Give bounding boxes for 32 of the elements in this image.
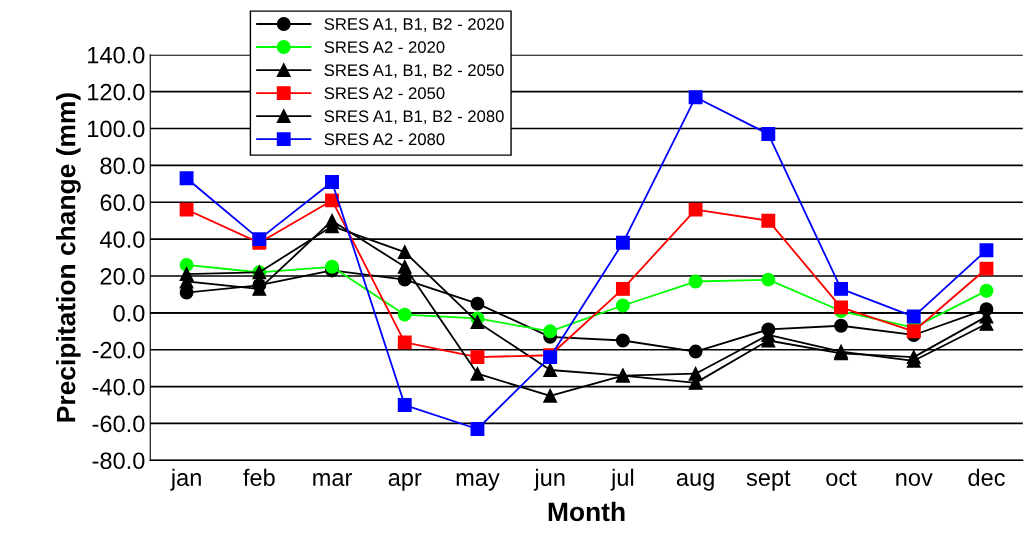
legend-label: SRES A2 - 2080 <box>324 133 445 146</box>
x-tick-label: may <box>456 473 500 491</box>
legend-label: SRES A2 - 2020 <box>324 41 445 54</box>
legend-label: SRES A2 - 2050 <box>324 87 445 100</box>
y-tick-label: 100.0 <box>88 120 145 138</box>
x-tick-label: apr <box>388 473 422 491</box>
x-tick-label: sept <box>746 470 791 491</box>
x-tick-label: aug <box>676 473 714 491</box>
x-tick-label: jun <box>533 468 565 491</box>
y-tick-label: 40.0 <box>99 231 145 248</box>
x-tick-label: dec <box>968 468 1005 486</box>
y-tick-label: 0.0 <box>113 304 145 322</box>
legend-label: SRES A1, B1, B2 - 2050 <box>324 64 504 79</box>
legend-label: SRES A1, B1, B2 - 2080 <box>324 110 504 125</box>
x-tick-label: nov <box>896 473 933 486</box>
y-tick-label: 20.0 <box>100 268 145 285</box>
y-tick-label: -80.0 <box>92 452 145 470</box>
y-tick-label: 60.0 <box>100 194 145 212</box>
x-tick-label: oct <box>826 470 857 486</box>
x-tick-label: jan <box>170 468 201 491</box>
y-tick-label: 80.0 <box>100 157 145 175</box>
y-tick-label: -20.0 <box>92 341 145 359</box>
x-tick-label: feb <box>243 468 275 486</box>
y-tick-label: 140.0 <box>88 46 145 64</box>
x-axis-title: Month <box>548 501 625 522</box>
y-axis-title: Precipitation change (mm) <box>56 93 81 422</box>
y-tick-label: -60.0 <box>92 415 145 433</box>
x-tick-label: mar <box>313 473 352 486</box>
y-tick-label: -40.0 <box>92 378 145 396</box>
legend-label: SRES A1, B1, B2 - 2020 <box>324 18 504 32</box>
x-tick-label: jul <box>610 468 634 491</box>
y-tick-label: 120.0 <box>88 83 145 101</box>
